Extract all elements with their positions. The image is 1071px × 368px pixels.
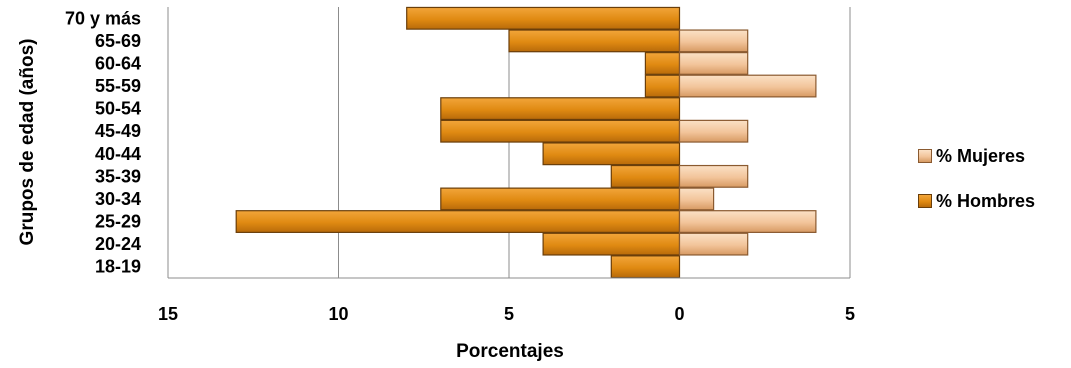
y-tick-label: 18-19 <box>95 257 141 277</box>
y-tick-label: 65-69 <box>95 31 141 51</box>
bar-mujeres <box>678 74 817 98</box>
bar-mujeres <box>678 52 749 75</box>
bar-hombres <box>644 74 681 98</box>
bar-mujeres <box>678 119 749 143</box>
bar-hombres <box>406 6 681 30</box>
x-tick-label: 15 <box>158 304 178 324</box>
bar-mujeres <box>678 210 817 233</box>
bar-hombres <box>542 142 681 166</box>
bar-hombres <box>440 97 681 121</box>
y-tick-label: 50-54 <box>95 99 141 119</box>
bar-hombres <box>610 164 681 188</box>
legend-label: % Mujeres <box>936 145 1026 166</box>
y-tick-label: 55-59 <box>95 76 141 96</box>
y-tick-label: 30-34 <box>95 189 141 209</box>
y-tick-label: 20-24 <box>95 234 141 254</box>
x-tick-label: 10 <box>328 304 348 324</box>
bar-hombres <box>440 187 681 211</box>
bar-hombres <box>542 232 681 256</box>
legend-item: % Mujeres <box>918 144 1035 168</box>
bar-mujeres <box>678 232 749 256</box>
y-tick-label: 60-64 <box>95 53 141 73</box>
x-tick-label: 0 <box>674 304 684 324</box>
axes <box>167 7 850 279</box>
legend-label: % Hombres <box>936 190 1036 211</box>
bars <box>235 6 817 279</box>
x-tick-labels: 15 10 5 0 5 <box>158 304 855 324</box>
bar-hombres <box>508 29 681 53</box>
bar-hombres <box>235 210 681 233</box>
legend-swatch <box>918 149 932 163</box>
x-tick-label: 5 <box>504 304 514 324</box>
legend-item: % Hombres <box>918 189 1035 213</box>
x-tick-label: 5 <box>845 304 855 324</box>
y-tick-label: 70 y más <box>65 8 141 28</box>
y-tick-label: 40-44 <box>95 144 141 164</box>
y-tick-label: 45-49 <box>95 121 141 141</box>
legend-swatch <box>918 194 932 208</box>
bar-hombres <box>610 255 681 279</box>
bar-hombres <box>644 52 681 75</box>
bar-hombres <box>440 119 681 143</box>
x-axis-title: Porcentajes <box>456 341 564 362</box>
bar-mujeres <box>678 29 749 53</box>
y-tick-label: 25-29 <box>95 212 141 232</box>
y-axis-title: Grupos de edad (años) <box>17 39 38 246</box>
bar-mujeres <box>678 187 715 211</box>
y-tick-label: 35-39 <box>95 166 141 186</box>
bar-mujeres <box>678 164 749 188</box>
legend: % Mujeres % Hombres <box>918 144 1035 234</box>
